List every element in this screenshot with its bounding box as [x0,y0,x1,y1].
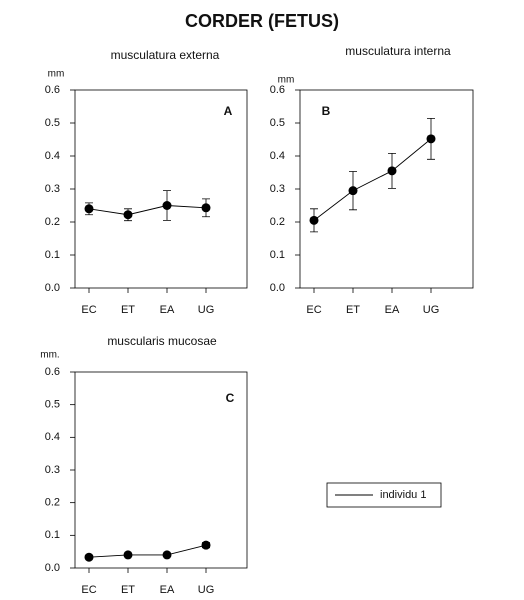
x-tick-label: EA [385,304,400,316]
data-point [162,550,172,560]
y-tick-label: 0.1 [45,529,60,541]
x-tick-label: ET [346,304,360,316]
x-tick-label: UG [423,304,440,316]
data-point [348,186,358,196]
y-tick-label: 0.5 [45,117,60,129]
data-point [387,166,397,176]
y-tick-label: 0.0 [45,562,60,574]
y-tick-label: 0.2 [45,216,60,228]
x-tick-label: ET [121,304,135,316]
subplot-title: musculatura externa [111,48,220,62]
y-axis-label: mm [278,75,295,86]
y-tick-label: 0.0 [270,282,285,294]
data-point [123,210,133,220]
y-tick-label: 0.6 [45,84,60,96]
data-point [123,550,133,560]
y-tick-label: 0.3 [45,183,60,195]
y-axis-label: mm [48,69,65,80]
data-point [84,552,94,562]
data-point [309,215,319,225]
y-tick-label: 0.2 [270,216,285,228]
y-tick-label: 0.4 [270,150,285,162]
y-tick-label: 0.3 [270,183,285,195]
panel-letter: C [226,391,235,405]
y-tick-label: 0.4 [45,150,60,162]
y-tick-label: 0.1 [45,249,60,261]
x-tick-label: EC [306,304,321,316]
data-point [162,201,172,210]
legend-box [326,482,442,508]
x-tick-label: ET [121,584,135,596]
y-tick-label: 0.6 [270,84,285,96]
y-tick-label: 0.1 [270,249,285,261]
x-tick-label: EA [160,584,175,596]
x-tick-label: EA [160,304,175,316]
x-tick-label: UG [198,584,215,596]
panel-letter: A [224,104,233,118]
data-point [426,134,436,144]
y-tick-label: 0.0 [45,282,60,294]
series-line [88,205,207,216]
data-point [201,540,211,550]
series-line [313,138,432,221]
y-tick-label: 0.5 [270,117,285,129]
x-tick-label: UG [198,304,215,316]
x-tick-label: EC [81,304,96,316]
data-point [84,204,94,214]
panel-letter: B [322,104,331,118]
y-tick-label: 0.6 [45,366,60,378]
subplot-title: musculatura interna [345,44,451,58]
y-tick-label: 0.2 [45,497,60,509]
legend-label: individu 1 [380,489,426,501]
subplot-title: muscularis mucosae [107,334,217,348]
y-tick-label: 0.5 [45,399,60,411]
y-tick-label: 0.4 [45,431,60,443]
figure-title: CORDER (FETUS) [185,11,339,31]
series-line [88,544,207,558]
y-tick-label: 0.3 [45,464,60,476]
y-axis-label: mm. [40,350,59,361]
x-tick-label: EC [81,584,96,596]
data-point [201,203,211,213]
